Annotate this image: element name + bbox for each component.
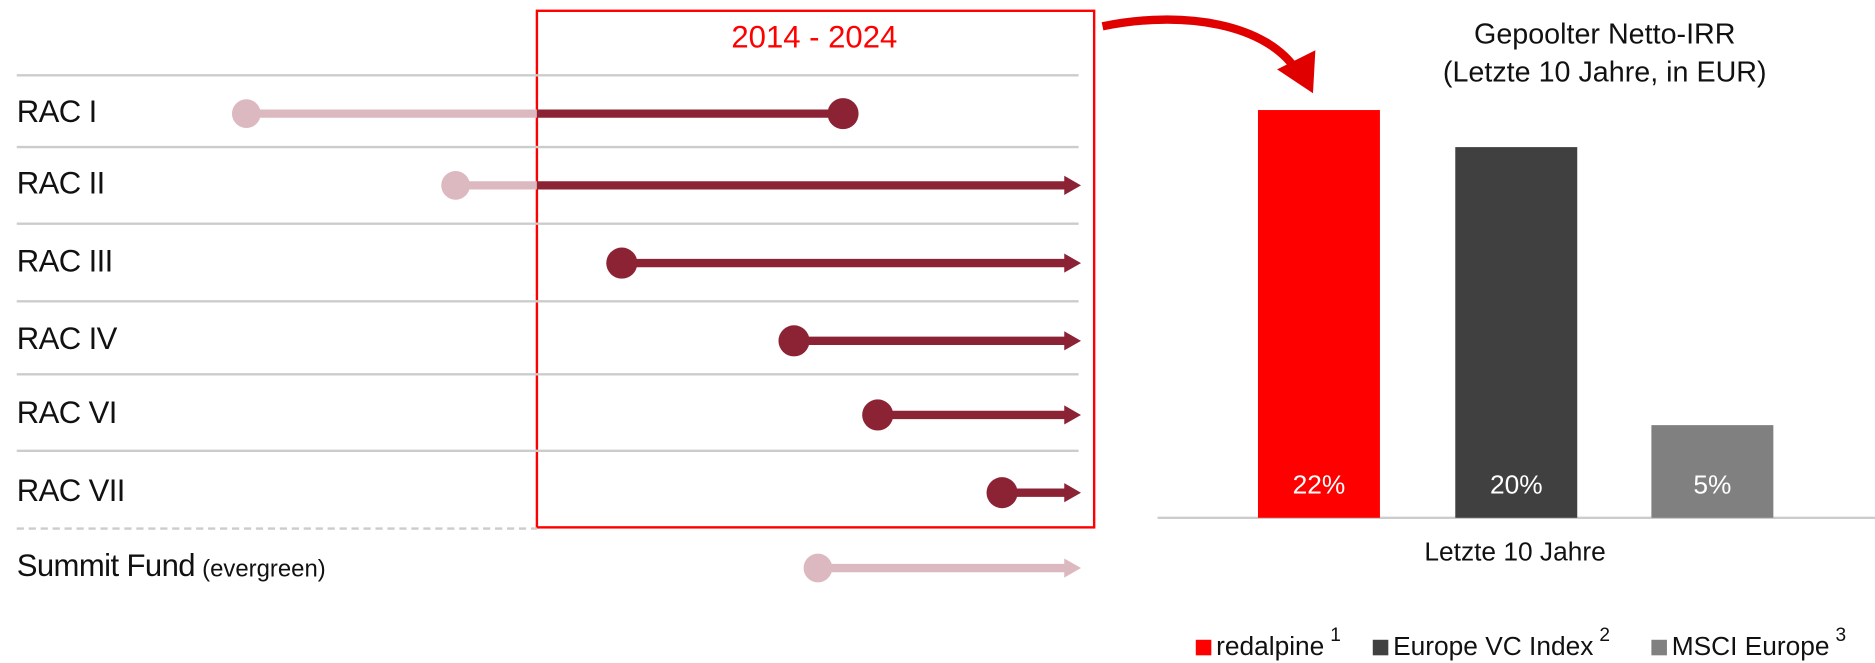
legend-swatch	[1651, 639, 1667, 656]
fund-label: Summit Fund	[17, 548, 195, 583]
legend-label: Europe VC Index	[1393, 631, 1593, 661]
arrow-head	[1064, 405, 1081, 425]
start-dot	[441, 171, 470, 200]
legend-label: MSCI Europe	[1672, 631, 1830, 661]
start-dot	[778, 325, 810, 357]
fund-label: RAC IV	[17, 321, 118, 356]
fund-label: RAC VI	[17, 395, 117, 430]
arrow-head	[1064, 558, 1081, 578]
value-label: 22%	[1293, 470, 1346, 500]
end-dot	[827, 98, 859, 130]
fund-label: RAC VII	[17, 473, 125, 508]
start-dot	[862, 399, 894, 431]
arrow-head	[1064, 331, 1081, 351]
legend-footnote: 3	[1836, 625, 1847, 646]
bar	[1651, 425, 1774, 518]
chart-title: Gepoolter Netto-IRR	[1474, 18, 1735, 50]
start-dot	[231, 99, 261, 128]
start-dot	[803, 553, 833, 583]
chart-title: (Letzte 10 Jahre, in EUR)	[1443, 57, 1767, 89]
start-dot	[606, 247, 638, 279]
arrow-head	[1064, 483, 1081, 503]
period-label: 2014 - 2024	[731, 20, 897, 55]
legend-swatch	[1195, 639, 1212, 656]
bar	[1455, 147, 1578, 518]
fund-label: RAC II	[17, 166, 105, 201]
legend-swatch	[1372, 639, 1389, 656]
period-box	[535, 9, 1096, 529]
fund-note: (evergreen)	[202, 556, 326, 583]
arrow-head	[1064, 253, 1081, 273]
fund-label: RAC I	[17, 94, 97, 129]
arrow-head	[1064, 175, 1081, 195]
x-tick-label: Letzte 10 Jahre	[1424, 537, 1605, 567]
legend-label: redalpine	[1216, 631, 1324, 661]
fund-label: RAC III	[17, 243, 113, 278]
value-label: 5%	[1693, 470, 1731, 500]
value-label: 20%	[1490, 470, 1543, 500]
legend-footnote: 2	[1599, 625, 1610, 646]
bar	[1257, 110, 1380, 518]
start-dot	[986, 477, 1018, 509]
legend-footnote: 1	[1330, 625, 1341, 646]
curved-arrow	[1101, 15, 1316, 94]
